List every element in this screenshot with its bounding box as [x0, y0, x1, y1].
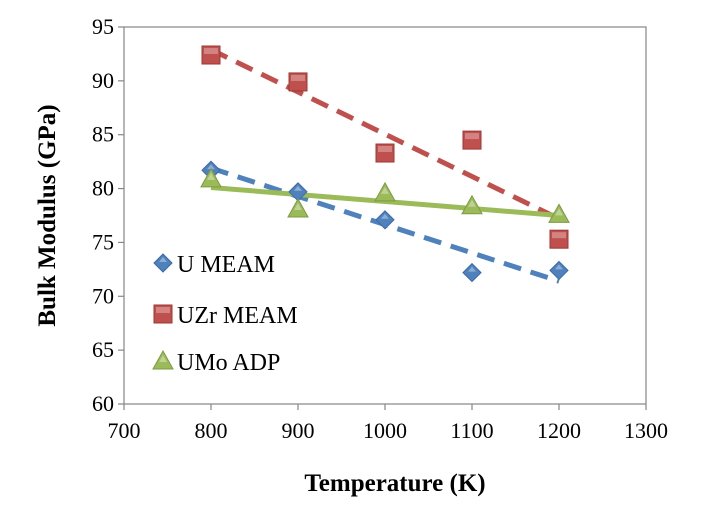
- y-tick-label: 60: [92, 391, 114, 416]
- y-tick-label: 85: [92, 122, 114, 147]
- y-tick-label: 70: [92, 283, 114, 308]
- x-tick-label: 800: [195, 418, 228, 443]
- data-points: [200, 45, 570, 283]
- legend-label-umo-adp: UMo ADP: [177, 350, 280, 376]
- legend-label-uzr-meam: UZr MEAM: [177, 303, 298, 329]
- legend-label-u-meam: U MEAM: [177, 252, 275, 278]
- y-axis-title: Bulk Modulus (GPa): [34, 104, 61, 326]
- y-tick-label: 90: [92, 68, 114, 93]
- x-tick-label: 700: [108, 418, 141, 443]
- point-uzr-meam: [288, 72, 308, 92]
- point-u-meam: [462, 262, 482, 283]
- y-tick-label: 65: [92, 337, 114, 362]
- x-tick-label: 1100: [450, 418, 493, 443]
- x-tick-label: 1200: [537, 418, 581, 443]
- point-umo-adp: [461, 194, 483, 215]
- y-tick-label: 95: [92, 14, 114, 39]
- point-uzr-meam: [549, 229, 569, 249]
- point-u-meam: [549, 260, 569, 281]
- x-tick-label: 900: [282, 418, 315, 443]
- x-axis-title: Temperature (K): [304, 470, 485, 497]
- legend-marker-uzr-meam: [153, 304, 173, 324]
- trendline-umo-adp: [210, 185, 560, 218]
- point-umo-adp: [287, 198, 309, 218]
- point-umo-adp: [200, 167, 222, 188]
- point-umo-adp: [374, 181, 396, 202]
- y-tick-label: 80: [92, 176, 114, 201]
- y-tick-label: 75: [92, 229, 114, 254]
- legend-marker-u-meam: [153, 253, 173, 273]
- legend: U MEAM UZr MEAM UMo ADP: [152, 252, 298, 376]
- point-uzr-meam: [201, 45, 221, 65]
- point-uzr-meam: [375, 143, 395, 163]
- trendline-uzr-meam: [209, 47, 561, 221]
- x-tick-label: 1300: [624, 418, 668, 443]
- point-umo-adp: [548, 203, 570, 223]
- legend-marker-umo-adp: [152, 349, 174, 370]
- axes: 60 65 70 75 80 85 90 95 700 800 900 1000 1100 1200 130…: [92, 14, 668, 443]
- point-u-meam: [375, 210, 395, 230]
- point-uzr-meam: [462, 130, 482, 150]
- trendline-layer: [209, 47, 561, 284]
- x-tick-label: 1000: [363, 418, 407, 443]
